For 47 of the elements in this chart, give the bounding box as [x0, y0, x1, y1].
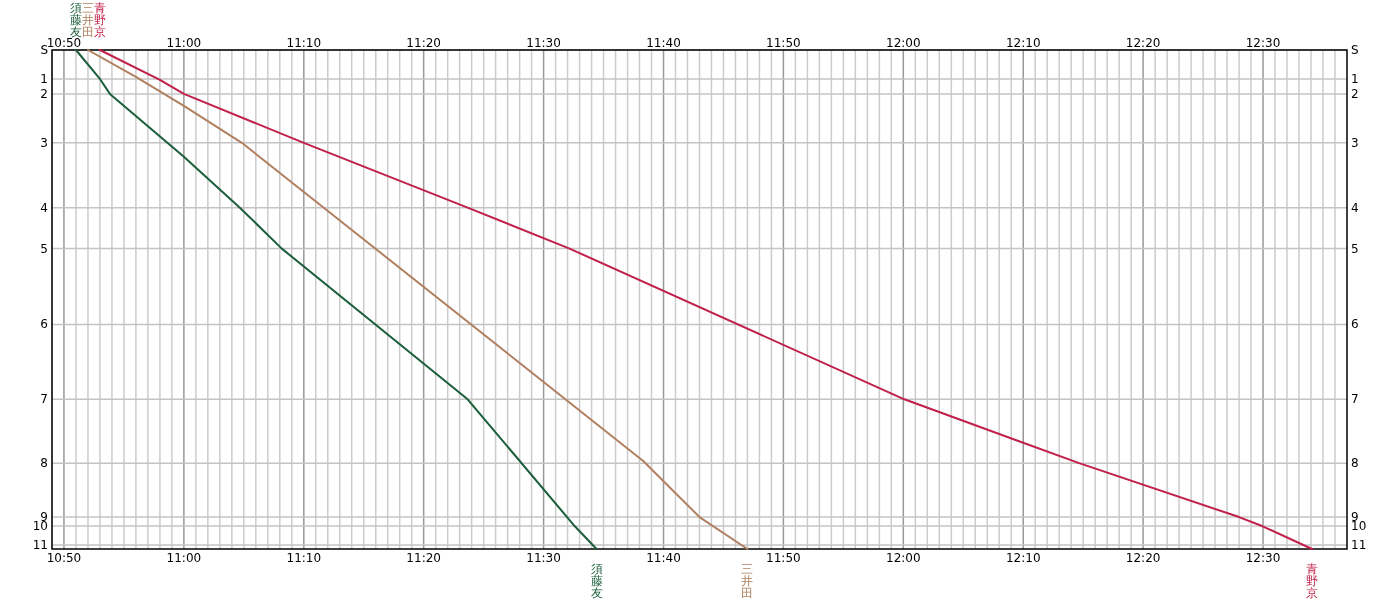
x-tick-label: 11:20 [406, 551, 441, 565]
text: 7 [40, 392, 48, 407]
x-tick-label: 12:00 [886, 551, 921, 565]
text: 青野京 [1306, 562, 1319, 600]
series-label: 三井田 [81, 1, 94, 39]
series-label: 須藤友 [69, 1, 82, 39]
text: 11 [32, 538, 48, 553]
text: 5 [40, 241, 48, 256]
text: 3 [1351, 135, 1359, 150]
x-tick-label: 12:10 [1005, 551, 1041, 565]
x2-tick-label: 11:50 [766, 36, 801, 50]
text: 1 [1351, 71, 1359, 86]
x-tick-label: 12:30 [1245, 551, 1281, 565]
x2-tick-label: 11:20 [406, 36, 441, 50]
text: S [40, 43, 48, 57]
text: 1 [40, 71, 48, 86]
text: 2 [40, 86, 48, 101]
text: 3 [40, 135, 48, 150]
text: 7 [1351, 392, 1359, 407]
x2-tick-label: 11:10 [286, 36, 322, 50]
text: 8 [1351, 456, 1359, 471]
text: 6 [1351, 317, 1359, 332]
text: 5 [1351, 241, 1359, 256]
series-label: 青野京 [93, 1, 106, 39]
x-tick-label: 11:10 [286, 551, 322, 565]
text: 2 [1351, 86, 1359, 101]
text: 三井田 [741, 562, 754, 600]
x-tick-label: 11:30 [526, 551, 561, 565]
text: 須藤友 [590, 562, 603, 600]
x-tick-label: 11:40 [646, 551, 681, 565]
text: 4 [1351, 200, 1359, 215]
x2-tick-label: 12:00 [886, 36, 921, 50]
x2-tick-label: 11:30 [526, 36, 561, 50]
x-tick-label: 10:50 [46, 551, 82, 565]
x-tick-label: 11:00 [166, 551, 202, 565]
x-tick-label: 11:50 [766, 551, 801, 565]
x2-tick-label: 12:20 [1125, 36, 1161, 50]
text: 8 [40, 456, 48, 471]
x2-tick-label: 12:30 [1245, 36, 1281, 50]
x-tick-label: 12:20 [1125, 551, 1161, 565]
x2-tick-label: 11:00 [166, 36, 202, 50]
text: 11 [1351, 538, 1367, 553]
text: 6 [40, 317, 48, 332]
x2-tick-label: 11:40 [646, 36, 681, 50]
x2-tick-label: 12:10 [1005, 36, 1041, 50]
text: S [1351, 43, 1359, 57]
text: 4 [40, 200, 48, 215]
